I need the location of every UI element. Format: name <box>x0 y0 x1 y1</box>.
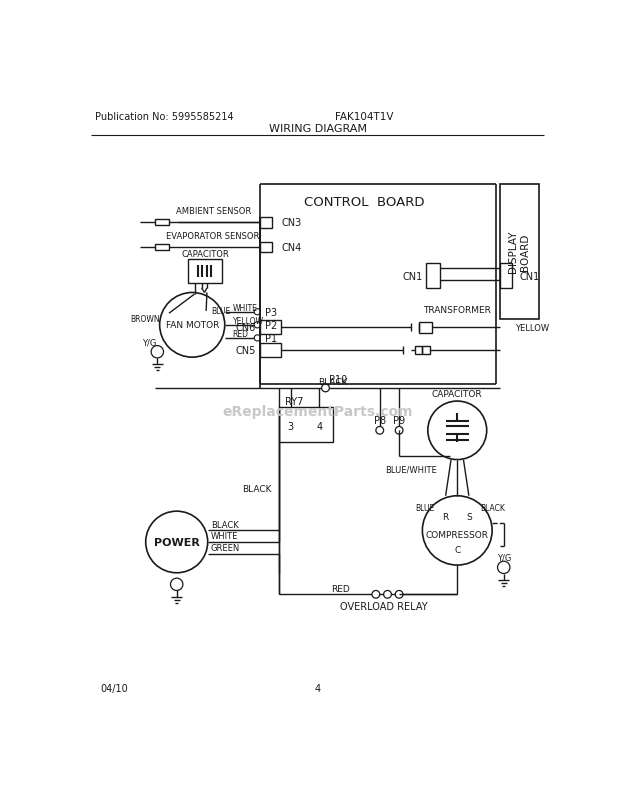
Circle shape <box>170 578 183 591</box>
Text: COMPRESSOR: COMPRESSOR <box>426 530 489 539</box>
Text: CN4: CN4 <box>281 243 301 253</box>
Text: EVAPORATOR SENSOR: EVAPORATOR SENSOR <box>166 232 260 241</box>
Text: RED: RED <box>232 330 249 338</box>
Text: P8: P8 <box>374 415 386 425</box>
Text: YELLOW: YELLOW <box>515 323 549 332</box>
Text: BLUE: BLUE <box>415 503 434 512</box>
Text: CN6: CN6 <box>236 322 255 333</box>
Circle shape <box>497 561 510 573</box>
Circle shape <box>376 427 384 435</box>
Circle shape <box>254 335 260 342</box>
Bar <box>418 322 433 333</box>
Text: AMBIENT SENSOR: AMBIENT SENSOR <box>175 207 250 216</box>
Text: C: C <box>454 545 461 554</box>
Text: BLACK: BLACK <box>242 484 272 493</box>
Text: WHITE: WHITE <box>232 303 257 312</box>
Bar <box>155 245 169 251</box>
Text: CN3: CN3 <box>281 218 301 228</box>
Text: RY7: RY7 <box>285 396 304 407</box>
Text: BLACK: BLACK <box>480 503 505 512</box>
Text: DISPLAY
BOARD: DISPLAY BOARD <box>508 230 530 273</box>
Bar <box>500 184 539 319</box>
Bar <box>260 344 281 358</box>
Circle shape <box>146 512 208 573</box>
Text: TRANSFORMER: TRANSFORMER <box>423 306 491 314</box>
Text: GREEN: GREEN <box>210 543 239 552</box>
Text: 4: 4 <box>316 422 322 432</box>
Text: WIRING DIAGRAM: WIRING DIAGRAM <box>268 124 367 134</box>
Circle shape <box>159 293 224 358</box>
Text: Y/G: Y/G <box>497 553 511 562</box>
Text: FAN MOTOR: FAN MOTOR <box>166 321 219 330</box>
Text: BLACK: BLACK <box>211 520 239 529</box>
Circle shape <box>396 591 403 598</box>
Text: eReplacementParts.com: eReplacementParts.com <box>223 404 413 419</box>
Circle shape <box>322 385 329 392</box>
Circle shape <box>254 310 260 315</box>
Text: 4: 4 <box>315 683 321 694</box>
Circle shape <box>422 496 492 565</box>
Bar <box>415 347 422 354</box>
Text: CAPACITOR: CAPACITOR <box>182 250 229 259</box>
Text: CONTROL  BOARD: CONTROL BOARD <box>304 196 425 209</box>
Circle shape <box>372 591 379 598</box>
Text: BROWN: BROWN <box>130 314 160 324</box>
Circle shape <box>428 402 487 460</box>
Text: CN5: CN5 <box>236 346 255 356</box>
Bar <box>427 264 440 289</box>
Text: CN1: CN1 <box>520 271 539 282</box>
Text: Publication No: 5995585214: Publication No: 5995585214 <box>94 111 233 122</box>
Text: P9: P9 <box>393 415 405 425</box>
Text: P2: P2 <box>265 321 277 330</box>
Text: P3: P3 <box>265 307 277 318</box>
Text: POWER: POWER <box>154 537 200 547</box>
Bar <box>422 347 430 354</box>
Bar <box>500 264 512 289</box>
Text: WHITE: WHITE <box>211 532 239 541</box>
Text: P1: P1 <box>265 334 277 343</box>
Bar <box>260 218 272 229</box>
Text: YELLOW: YELLOW <box>232 316 264 326</box>
Text: CN1: CN1 <box>402 271 422 282</box>
Bar <box>188 259 223 284</box>
Circle shape <box>254 322 260 329</box>
Text: FAK104T1V: FAK104T1V <box>335 111 394 122</box>
Bar <box>279 407 334 443</box>
Text: 04/10: 04/10 <box>100 683 128 694</box>
Text: BLUE: BLUE <box>211 307 230 316</box>
Circle shape <box>151 346 164 358</box>
Text: BLACK: BLACK <box>319 378 348 387</box>
Bar <box>260 321 281 334</box>
Text: RED: RED <box>332 584 350 593</box>
Text: P10: P10 <box>329 375 348 384</box>
Text: OVERLOAD RELAY: OVERLOAD RELAY <box>340 602 427 611</box>
Text: CAPACITOR: CAPACITOR <box>432 389 482 399</box>
Text: BLUE/WHITE: BLUE/WHITE <box>385 464 436 474</box>
Text: S: S <box>466 512 472 521</box>
Text: 3: 3 <box>288 422 294 432</box>
Circle shape <box>396 427 403 435</box>
Text: R: R <box>443 512 449 521</box>
Text: Y/G: Y/G <box>143 338 157 346</box>
Circle shape <box>384 591 391 598</box>
Bar <box>155 220 169 226</box>
Bar <box>260 242 272 253</box>
